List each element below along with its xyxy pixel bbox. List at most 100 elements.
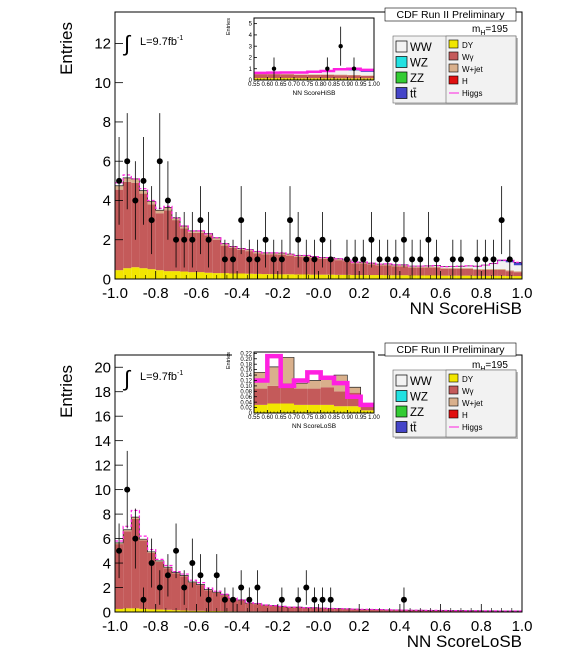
panel2-bar-Wgamma-33 — [383, 610, 392, 612]
panel2-data-point-13 — [221, 596, 228, 603]
panel2-bar-Wgamma-7 — [171, 573, 181, 611]
panel2-bar-Wgamma-34 — [391, 610, 400, 612]
panel1-data-point-10 — [197, 217, 204, 224]
panel1-lumi-label: L=9.7fb-1 — [140, 35, 183, 48]
panel2-ytick-label-6: 12 — [94, 457, 111, 474]
panel1-legend-swatch-WZ — [395, 56, 408, 68]
panel1-bar-Wjet-21 — [285, 254, 295, 256]
panel1-inset-bar-Wjet-2 — [280, 73, 294, 75]
panel1-data-point-8 — [181, 236, 188, 243]
panel1-bar-Wgamma-49 — [513, 272, 522, 277]
panel1-inset-xtick-label-5: 0.80 — [315, 82, 327, 88]
panel2-xtick-label-10: 1.0 — [512, 618, 533, 635]
panel2-legend-label-Wjet: W+jet — [462, 399, 483, 408]
panel1-bar-Wgamma-27 — [334, 260, 343, 275]
panel1-data-point-20 — [278, 256, 285, 263]
panel1-data-point-31 — [368, 236, 375, 243]
panel2-inset-bar-Wjet-4 — [307, 380, 321, 389]
panel2-inset-ytick-label-7: 0.14 — [240, 373, 252, 379]
panel1-bar-tt-47 — [497, 260, 506, 262]
panel2-inset-bar-Wjet-7 — [347, 387, 361, 393]
panel1-bar-WW-49 — [513, 265, 522, 272]
panel1-inset-bar-WW-4 — [307, 71, 321, 75]
panel2-inset-ytick-label-0: 0 — [249, 411, 253, 417]
panel1-data-point-29 — [352, 256, 359, 263]
panel2-xtick-label-9: 0.8 — [471, 618, 492, 635]
panel1-bar-DY-18 — [261, 274, 270, 279]
panel2-data-point-3 — [140, 596, 147, 603]
panel1-inset-signal-line — [254, 67, 374, 75]
panel2-bar-Wgamma-36 — [408, 610, 417, 612]
panel2-lumi-label: L=9.7fb-1 — [140, 370, 183, 383]
panel1-data-point-3 — [140, 177, 147, 184]
panel1-data-point-35 — [400, 236, 407, 243]
panel2-ytick-label-8: 16 — [94, 408, 111, 425]
panel2-inset-bar-Wgamma-4 — [307, 388, 321, 405]
panel1-inset-x-axis-title: NN ScoreHiSB — [293, 90, 336, 97]
panel2-ytick-label-4: 8 — [103, 506, 111, 523]
panel2-legend-swatch-DY — [448, 373, 459, 383]
panel1-bar-DY-10 — [196, 272, 205, 279]
panel1-bar-DY-21 — [285, 274, 295, 279]
panel2-inset-bar-Wgamma-8 — [360, 406, 374, 411]
panel1-title: CDF Run II Preliminary — [397, 9, 506, 21]
panel1-bar-Wjet-12 — [212, 237, 221, 240]
panel2-data-point-4 — [148, 560, 155, 567]
panel1-data-point-1 — [124, 158, 131, 165]
panel2-inset-ytick-label-3: 0.06 — [240, 395, 252, 401]
panel1-inset-y-axis-title: Entries — [226, 18, 232, 35]
panel1-data-point-42 — [457, 256, 464, 263]
panel2-bar-Wgamma-28 — [342, 609, 352, 612]
panel1-inset-bar-WW-6 — [334, 70, 348, 75]
panel1-mass-label: mH=195 — [472, 24, 508, 37]
panel2-bar-Wgamma-23 — [302, 607, 311, 612]
panel1-inset-background — [232, 14, 378, 96]
panel1-ytick-label-5: 10 — [94, 75, 111, 92]
panel2-ytick-label-3: 6 — [103, 531, 111, 548]
panel2-legend-swatch-WZ — [395, 390, 408, 402]
panel1-legend-swatch-ZZ — [395, 71, 408, 84]
panel2-mass-subscript: H — [480, 366, 485, 373]
panel1-data-point-11 — [205, 236, 212, 243]
panel2-legend-label-DY: DY — [462, 375, 474, 384]
panel1-inset-xtick-label-2: 0.65 — [275, 82, 287, 88]
panel1-data-point-23 — [303, 256, 310, 263]
panel2-inset-ytick-label-10: 0.20 — [240, 357, 252, 363]
panel1-data-point-6 — [164, 197, 171, 204]
panel2-xtick-label-2: -0.6 — [183, 618, 209, 635]
panel1-inset-xtick-label-0: 0.55 — [248, 82, 260, 88]
panel2-xtick-label-6: 0.2 — [349, 618, 370, 635]
panel1-bar-Wjet-43 — [465, 267, 474, 269]
panel1-bar-Wjet-49 — [513, 271, 522, 273]
panel2-ytick-label-0: 0 — [103, 604, 111, 621]
panel1-bar-DY-15 — [237, 273, 246, 279]
panel2-bar-DY-6 — [163, 609, 172, 612]
panel1-data-point-24 — [311, 256, 318, 263]
panel1-inset-bar-Wjet-6 — [334, 74, 348, 76]
panel2-data-point-35 — [400, 596, 407, 603]
panel1-bar-Wgamma-21 — [285, 255, 295, 275]
panel1-bar-DY-49 — [513, 276, 522, 279]
panel1-legend-swatch-WW — [395, 40, 408, 53]
panel1-bar-DY-11 — [204, 272, 213, 279]
panel1-bar-WW-43 — [465, 265, 474, 268]
panel1-legend-swatch-Wgamma — [448, 51, 459, 61]
panel2-legend-label-tt: tt̄ — [410, 422, 417, 434]
panel1-bar-Wgamma-1 — [123, 181, 132, 269]
panel2-bar-Wjet-1 — [123, 529, 132, 532]
panel1-data-point-28 — [343, 256, 350, 263]
panel2-title: CDF Run II Preliminary — [397, 344, 506, 356]
panel2-data-point-8 — [181, 584, 188, 591]
panel1-inset-data-point-5 — [325, 66, 330, 71]
panel2-inset-bar-Wgamma-0 — [254, 388, 268, 405]
panel1-data-point-48 — [506, 256, 513, 263]
panel1-bar-WW-40 — [440, 266, 449, 268]
panel2-inset-bar-DY-2 — [280, 403, 294, 413]
panel2-inset-bar-DY-6 — [334, 406, 348, 413]
panel2-ytick-label-7: 14 — [94, 433, 111, 450]
panel2-data-point-10 — [197, 572, 204, 579]
panel1-bar-Wgamma-31 — [367, 264, 376, 276]
panel2-inset-y-axis-title: Entries — [226, 352, 232, 369]
panel1-data-point-32 — [376, 256, 383, 263]
panel2-inset-xtick-label-4: 0.75 — [301, 415, 313, 421]
